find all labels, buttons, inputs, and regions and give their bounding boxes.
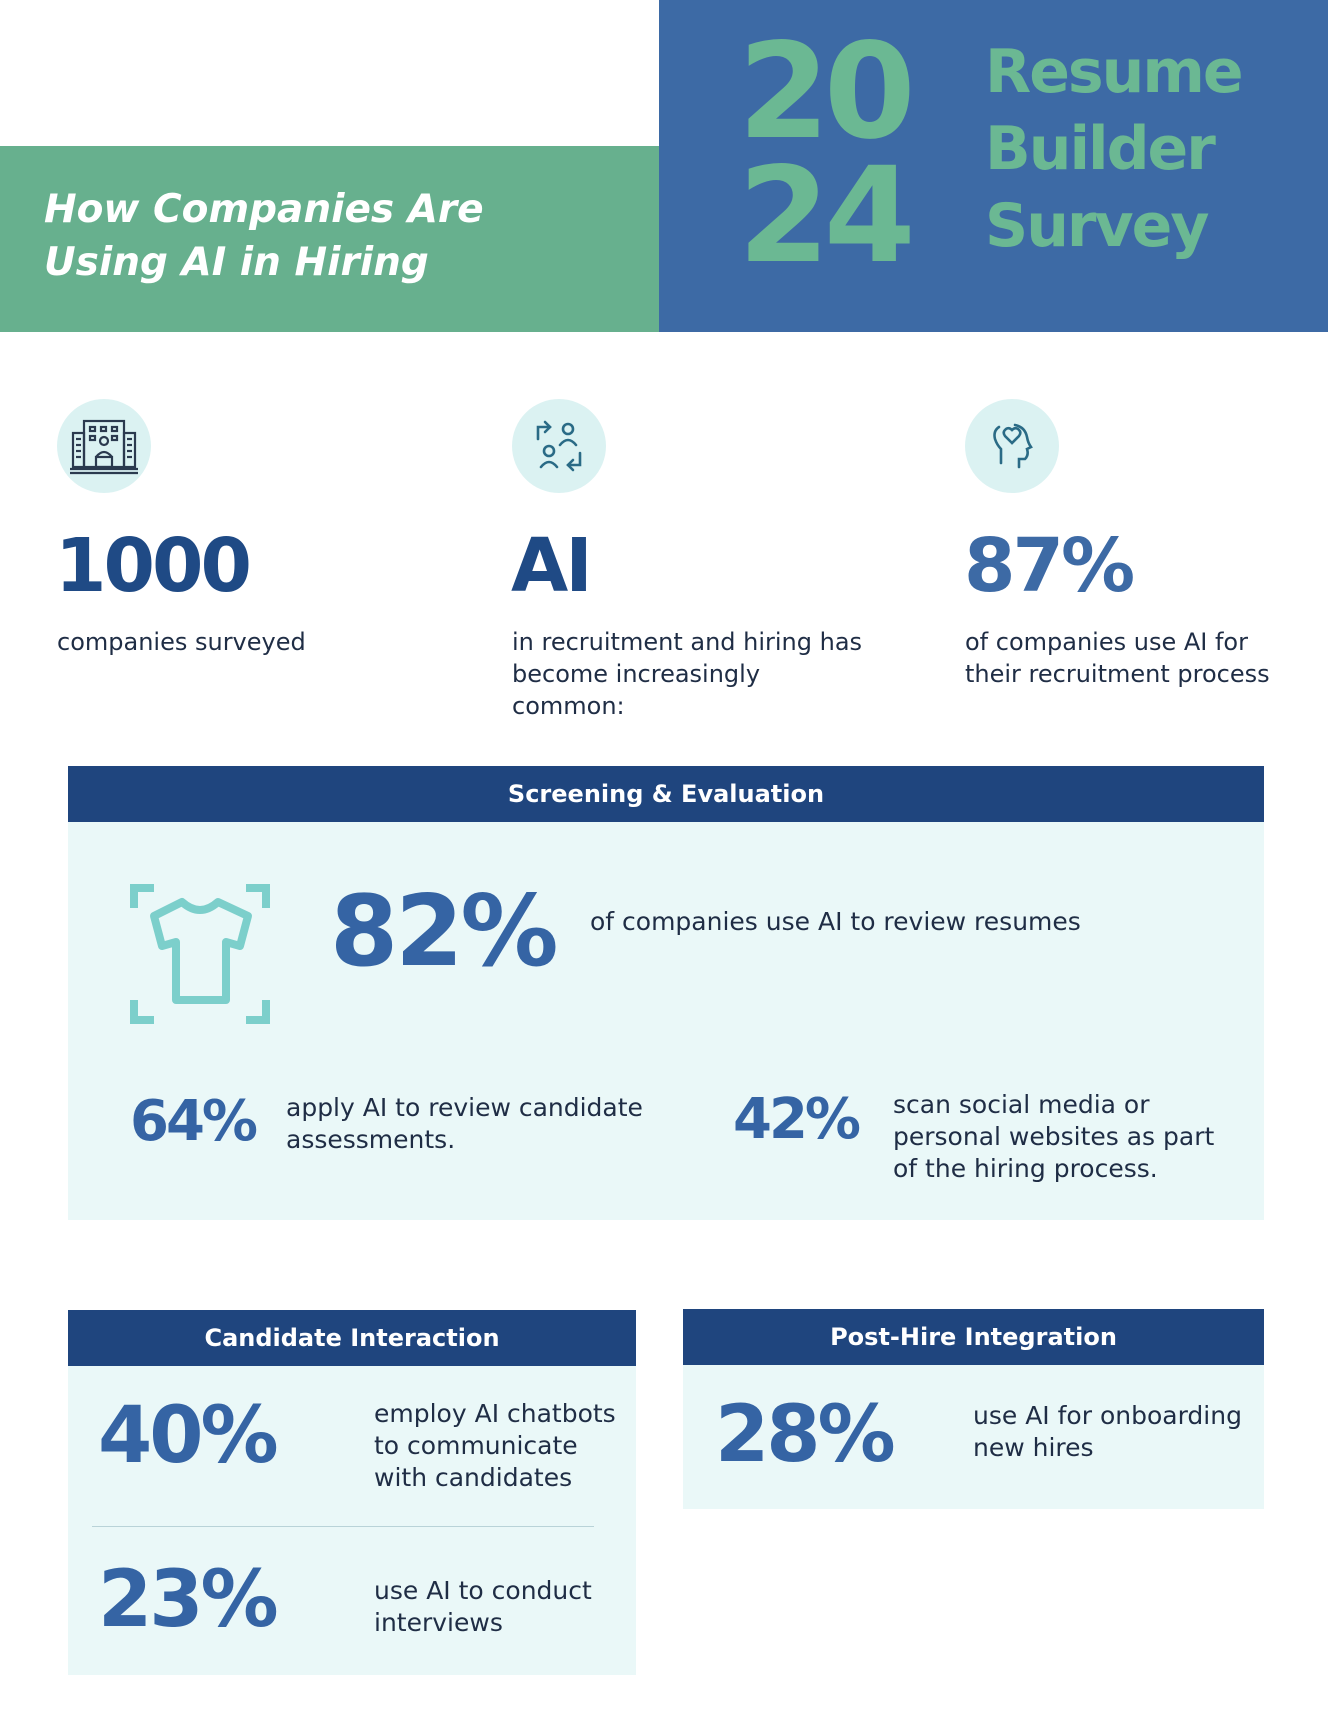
stat-87-text: of companies use AI for their recruitmen… xyxy=(965,628,1270,688)
candidate-divider xyxy=(92,1526,594,1527)
candidate-heading: Candidate Interaction xyxy=(68,1310,636,1366)
screening-assessments-value: 64% xyxy=(130,1089,258,1154)
stat-ai-text: in recruitment and hiring has become inc… xyxy=(512,628,863,720)
screening-heading: Screening & Evaluation xyxy=(68,766,1264,822)
year-top: 20 xyxy=(738,15,916,169)
recruitment-cycle-icon xyxy=(512,399,606,493)
stat-87-value: 87% xyxy=(964,523,1135,609)
posthire-onboarding-text: use AI for onboarding new hires xyxy=(973,1401,1242,1462)
screening-main-value: 82% xyxy=(330,875,559,989)
posthire-onboarding-value: 28% xyxy=(715,1390,896,1480)
screening-main-text: of companies use AI to review resumes xyxy=(590,907,1081,936)
shirt-scan-icon xyxy=(130,884,270,1028)
title-line-3: Survey xyxy=(985,191,1209,261)
screening-social-value: 42% xyxy=(733,1087,861,1152)
subtitle-line-1: How Companies Are xyxy=(44,187,484,232)
survey-year: 20 24 xyxy=(738,15,918,293)
stat-companies-text: companies surveyed xyxy=(57,628,306,656)
candidate-interviews-text: use AI to conduct interviews xyxy=(374,1576,592,1637)
page-subtitle: How Companies Are Using AI in Hiring xyxy=(44,183,644,289)
subtitle-line-2: Using AI in Hiring xyxy=(44,240,429,285)
head-heart-icon xyxy=(965,399,1059,493)
posthire-panel xyxy=(683,1365,1264,1509)
stat-companies-value: 1000 xyxy=(55,523,252,609)
posthire-heading: Post-Hire Integration xyxy=(683,1309,1264,1365)
candidate-chatbots-value: 40% xyxy=(98,1391,279,1481)
candidate-interviews-value: 23% xyxy=(98,1555,279,1645)
title-line-1: Resume xyxy=(985,37,1244,107)
office-building-icon xyxy=(57,399,151,493)
screening-social-text: scan social media or personal websites a… xyxy=(893,1090,1215,1183)
header-green-band xyxy=(0,146,659,332)
screening-assessments-text: apply AI to review candidate assessments… xyxy=(286,1093,643,1154)
header-blue-block xyxy=(659,0,1328,332)
title-line-2: Builder xyxy=(985,114,1216,184)
stat-ai-value: AI xyxy=(511,523,593,609)
year-bottom: 24 xyxy=(738,139,916,293)
survey-title: Resume Builder Survey xyxy=(985,34,1325,265)
candidate-panel xyxy=(68,1366,636,1675)
candidate-chatbots-text: employ AI chatbots to communicate with c… xyxy=(374,1399,616,1492)
